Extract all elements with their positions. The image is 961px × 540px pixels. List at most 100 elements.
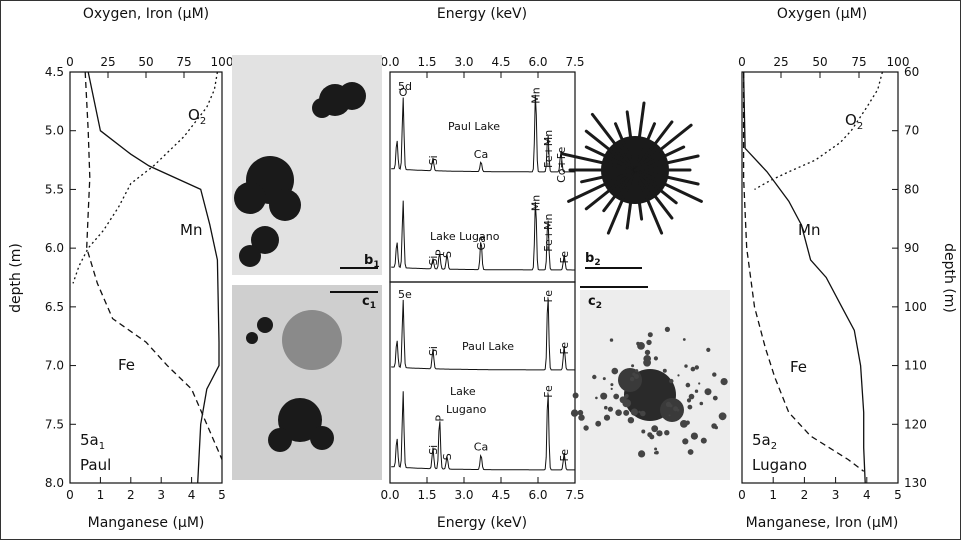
speck [603,414,611,421]
label-c1-main: c [362,294,370,309]
spectra-5e-frame [389,281,576,484]
spike [633,168,700,186]
speck [687,404,693,410]
speck [641,429,646,434]
bottom-tick-label: 3 [832,488,840,502]
bottom-tick-label: 0.0 [380,488,399,502]
y-tick-label: 6.5 [45,300,64,314]
series-o2-label: O2 [845,111,863,132]
speck [629,376,635,382]
label-c1: c1 [362,294,376,311]
spectrum-line [391,94,575,173]
speck [572,392,579,399]
top-tick-label: 0.0 [380,55,399,69]
bottom-tick-label: 3 [157,488,165,502]
peak-label: Si [427,155,440,165]
label-b1: b1 [364,253,380,270]
bottom-tick-label: 0 [66,488,74,502]
bottom-tick-label: 5 [894,488,902,502]
particle [257,317,273,333]
spike [633,168,703,203]
particle-specks [570,326,728,458]
spike [614,122,637,172]
speck [677,374,680,377]
particle [239,245,261,267]
y-tick-label: 6.0 [45,241,64,255]
speck [651,425,659,433]
spectra-bottom-axis: 0.0 1.5 3.0 4.5 6.0 7.5 [380,477,585,502]
spike [567,168,637,203]
micrograph-b2: b2 [560,101,703,269]
speck [712,372,717,377]
speck [637,342,645,350]
series-o2-line [72,71,219,284]
speck [690,366,696,372]
left-y-axis-label: depth (m) [8,243,24,313]
speck [669,404,673,408]
speck [640,410,646,417]
peak-label: P [434,415,447,422]
top-tick-label: 100 [211,55,234,69]
peak-label: Ca [475,236,488,250]
y-tick-label: 110 [904,359,927,373]
peak-label: Si [427,445,440,455]
speck [646,339,652,346]
series-fe-label: Fe [118,356,135,374]
speck [578,414,585,421]
y-tick-label: 8.0 [45,476,64,490]
right-bottom-axis-label: Manganese, Iron (µM) [746,515,899,531]
speck [615,409,622,417]
label-c1-sub: 1 [370,301,376,311]
speck [718,412,727,421]
top-tick-label: 3.0 [454,55,473,69]
series-o2-label: O2 [188,106,206,127]
speck [600,392,608,400]
speck [638,450,646,458]
series-fe-line [742,72,865,472]
speck [635,369,639,373]
particle [234,182,266,214]
y-tick-label: 4.5 [45,65,64,79]
speck [714,425,718,430]
speck [595,396,598,400]
speck [694,365,699,370]
y-tick-label: 60 [904,65,919,79]
spectra-panel-label: 5d [398,80,412,93]
y-tick-label: 90 [904,241,919,255]
speck [643,355,651,363]
series-mn-label: Mn [798,221,820,239]
spike [606,168,637,235]
right-top-axis-label: Oxygen (µM) [777,6,867,22]
top-tick-label: 0 [738,55,746,69]
particle [268,428,292,452]
left-top-axis: 0 25 50 75 100 [66,55,233,78]
micrograph-b1: b1 [232,55,382,275]
bottom-tick-label: 2 [127,488,135,502]
top-tick-label: 50 [812,55,827,69]
peak-label: S [441,251,454,258]
spike [633,154,700,172]
spectrum-name: Lake [450,385,476,398]
y-tick-label: 80 [904,182,919,196]
y-tick-label: 7.0 [45,359,64,373]
speck [607,406,614,412]
spike [633,123,693,172]
speck [632,372,636,376]
speck [623,409,630,416]
peak-label: Fe [558,342,571,355]
series-o2-line [754,71,884,190]
speck [634,374,639,379]
left-depth-profile: 0 25 50 75 100 0 1 2 3 4 5 4.5 5.0 5.5 6.0 6.5 7.0 7.5 8… [8,6,233,531]
spectrum-name: Lugano [446,403,487,416]
speck [685,420,690,425]
spike [560,152,637,172]
top-tick-label: 50 [138,55,153,69]
peak-label: Fe [558,449,571,462]
particle [282,310,342,370]
speck [699,401,704,406]
speck [662,368,667,373]
speck [656,430,663,437]
peak-label: O [399,86,408,99]
bottom-tick-label: 3.0 [454,488,473,502]
speck [706,347,711,352]
